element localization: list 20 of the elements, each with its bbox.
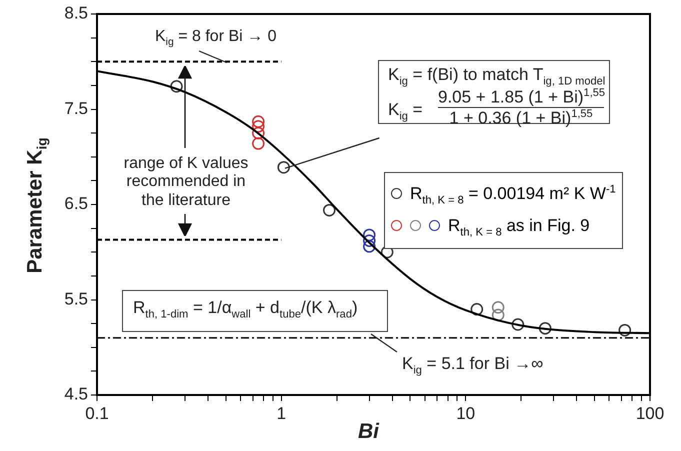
annotation: range of K values recommended in the literature <box>122 155 250 210</box>
annotation: 9.05 + 1.85 (1 + Bi)$^{1,55}$ <box>438 87 606 108</box>
text: R$_{th, 1-dim}$ = 1/α$_{wall}$ + d$_{tube}$/(K λ$_{rad}$) <box>133 298 358 320</box>
y-tick-label: 5.5 <box>64 289 88 308</box>
y-tick-label: 7.5 <box>64 98 88 118</box>
x-tick-label: 1 <box>276 404 286 423</box>
legend-label: R$_{th, K = 8}$ as in Fig. 9 <box>448 216 590 238</box>
annotation: K$_{ig}$ = <box>388 100 423 124</box>
y-tick-label: 8.5 <box>64 4 88 23</box>
y-tick-label: 4.5 <box>64 384 88 404</box>
annotation: K$_{ig}$ = 8 for Bi → 0 <box>155 28 276 50</box>
x-tick-label: 0.1 <box>85 404 109 423</box>
annotation: K$_{ig}$ = f(Bi) to match T$_{ig, 1D model}$ <box>388 65 606 88</box>
y-tick-label: 6.5 <box>64 194 88 214</box>
x-axis-title: Bi <box>358 420 379 444</box>
x-tick-label: 10 <box>456 404 476 423</box>
x-tick-label: 100 <box>636 404 664 423</box>
ref-line-label: K$_{ig}$ = 5.1 for Bi →∞ <box>402 354 544 378</box>
legend-label: R$_{th, K = 8}$ = 0.00194 m² K W$^{-1}$ <box>410 183 616 206</box>
annotation: 1 + 0.36 (1 + Bi)$^{1,55}$ <box>448 108 594 128</box>
